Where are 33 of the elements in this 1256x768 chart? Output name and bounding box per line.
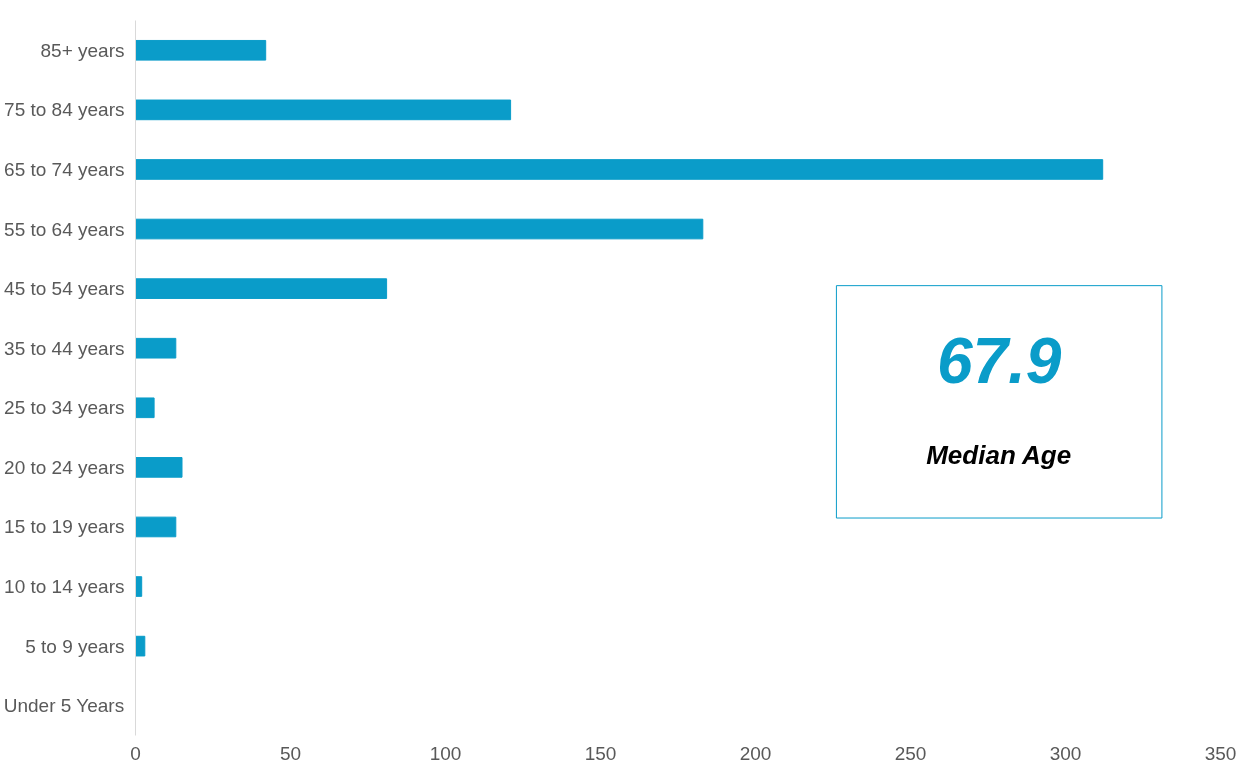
bar [135, 457, 183, 478]
y-tick-label: 45 to 54 years [4, 278, 125, 300]
y-tick-label: 35 to 44 years [4, 337, 125, 359]
x-tick-label: 350 [1204, 742, 1237, 764]
bar [135, 99, 512, 121]
x-tick-label: 300 [1049, 742, 1082, 764]
y-tick-label: 10 to 14 years [4, 576, 125, 598]
y-tick-label: 15 to 19 years [4, 516, 125, 538]
y-tick-label: 5 to 9 years [25, 635, 125, 657]
y-tick-label: 25 to 34 years [4, 397, 125, 419]
bar [135, 635, 146, 657]
bar [135, 516, 177, 538]
y-tick-label: 20 to 24 years [4, 456, 125, 478]
y-tick-label: 75 to 84 years [4, 99, 125, 121]
annotation: Median Age [926, 440, 1072, 471]
bar [135, 278, 388, 299]
bar [135, 39, 267, 61]
x-tick-label: 200 [739, 742, 772, 764]
x-tick-label: 150 [584, 742, 617, 764]
bar [135, 218, 704, 240]
y-tick-label: 65 to 74 years [4, 158, 125, 180]
x-tick-label: 250 [894, 742, 927, 764]
bar [135, 159, 1104, 180]
x-tick-label: 100 [429, 742, 462, 764]
x-tick-label: 50 [279, 742, 302, 764]
y-tick-label: 55 to 64 years [4, 218, 125, 240]
bar [135, 576, 143, 597]
bar [135, 397, 155, 419]
y-tick-label: Under 5 Years [3, 695, 125, 717]
bar [135, 337, 177, 359]
x-tick-label: 0 [130, 742, 141, 764]
annotation: 67.9 [936, 324, 1062, 397]
y-tick-label: 85+ years [40, 39, 125, 61]
